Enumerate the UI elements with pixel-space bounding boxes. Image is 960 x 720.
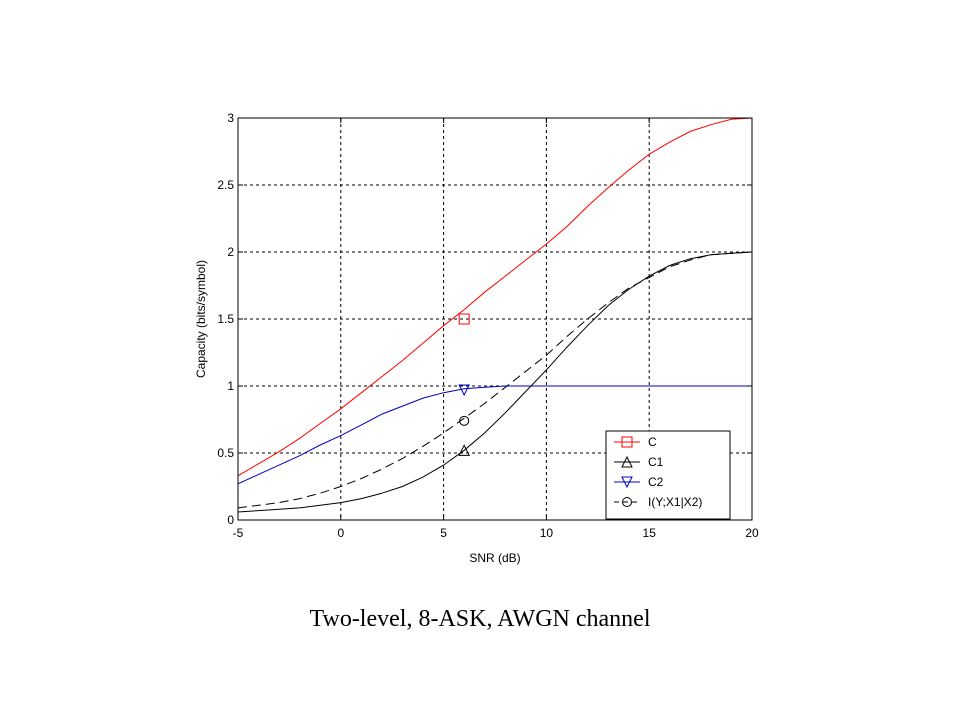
- y-tick-label: 0: [227, 513, 234, 527]
- x-tick-label: 15: [643, 526, 657, 540]
- legend-label-2: C2: [648, 475, 664, 489]
- series-line-3: [237, 251, 753, 509]
- y-axis-label: Capacity (bits/symbol): [194, 260, 208, 378]
- x-tick-label: -5: [233, 526, 244, 540]
- series-line-1: [237, 251, 753, 513]
- series-line-0: [237, 117, 753, 477]
- y-tick-label: 2: [227, 245, 234, 259]
- series-line-2: [237, 385, 752, 485]
- legend-marker-0: [621, 436, 633, 448]
- legend-marker-1: [621, 455, 633, 468]
- x-axis-label: SNR (dB): [469, 551, 520, 565]
- series-marker-2: [458, 384, 470, 397]
- y-tick-label: 3: [227, 111, 234, 125]
- y-tick-label: 2.5: [217, 178, 234, 192]
- x-tick-label: 10: [540, 526, 554, 540]
- legend: C C1 C2 I(Y;X1|X2): [605, 430, 731, 520]
- x-tick-label: 20: [745, 526, 759, 540]
- legend-marker-3: [622, 497, 632, 507]
- y-tick-label: 0.5: [217, 446, 234, 460]
- legend-marker-2: [621, 476, 633, 489]
- y-tick-label: 1: [227, 379, 234, 393]
- figure-caption: Two-level, 8-ASK, AWGN channel: [309, 606, 651, 632]
- series-marker-3: [459, 415, 470, 426]
- legend-label-1: C1: [648, 455, 664, 469]
- series-layer: [237, 117, 753, 513]
- series-marker-1: [458, 444, 470, 456]
- legend-label-3: I(Y;X1|X2): [648, 495, 702, 509]
- y-tick-label: 1.5: [217, 312, 234, 326]
- legend-label-0: C: [648, 435, 657, 449]
- x-tick-label: 5: [440, 526, 447, 540]
- legend-box: [605, 430, 731, 520]
- x-tick-label: 0: [337, 526, 344, 540]
- series-marker-0: [458, 313, 470, 325]
